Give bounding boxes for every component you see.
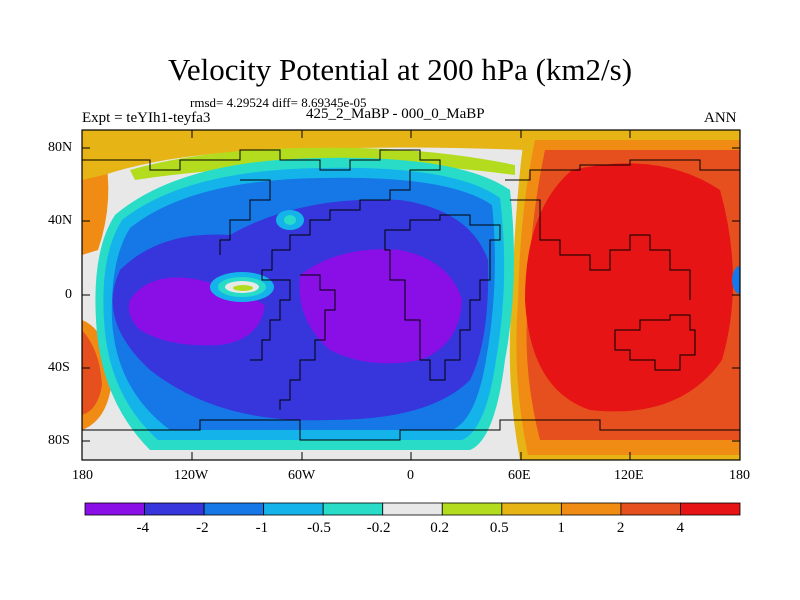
colorbar-swatch: [620, 502, 681, 516]
y-tick-label: 40S: [48, 360, 70, 375]
x-tick-label: 60E: [508, 468, 531, 483]
colorbar-swatch: [322, 502, 384, 516]
y-tick-label: 40N: [48, 213, 73, 228]
colorbar-label: 1: [557, 520, 565, 536]
x-tick-label: 120E: [614, 468, 644, 483]
x-tick-label: 180: [72, 468, 93, 483]
plot-title: Velocity Potential at 200 hPa (km2/s): [167, 52, 633, 87]
colorbar-swatch: [382, 502, 443, 516]
colorbar-swatch: [560, 502, 622, 516]
velocity-potential-field: [82, 130, 740, 460]
y-tick-label: 80N: [48, 140, 73, 155]
experiment-label: Expt = teYIh1-teyfa3: [82, 110, 211, 126]
colorbar: [84, 502, 741, 516]
colorbar-swatch: [84, 502, 145, 516]
colorbar-label: -0.5: [307, 520, 331, 536]
colorbar-label: 4: [676, 520, 684, 536]
season-label: ANN: [704, 110, 737, 126]
x-axis-ticks: [81, 130, 741, 460]
x-tick-label: 120W: [174, 468, 209, 483]
x-tick-label: 180: [729, 468, 750, 483]
colorbar-label: -1: [255, 520, 269, 536]
colorbar-label: 0.5: [489, 520, 509, 536]
colorbar-label: -2: [196, 520, 209, 536]
colorbar-label: -0.2: [366, 520, 391, 536]
x-tick-label: 60W: [288, 468, 316, 483]
colorbar-swatch: [501, 502, 562, 516]
colorbar-swatch: [680, 502, 741, 516]
colorbar-swatch: [144, 502, 205, 516]
y-tick-label: 80S: [48, 433, 70, 448]
y-axis-ticks: [82, 147, 740, 442]
colorbar-swatch: [203, 502, 265, 516]
y-tick-label: 0: [65, 287, 72, 302]
coastlines: [82, 149, 740, 441]
stats-label: rmsd= 4.29524 diff= 8.69345e-05: [190, 95, 367, 110]
period-label: 425_2_MaBP - 000_0_MaBP: [306, 106, 485, 122]
colorbar-swatch: [263, 502, 324, 516]
colorbar-swatch: [441, 502, 503, 516]
colorbar-label: -4: [136, 520, 150, 536]
x-tick-label: 0: [407, 468, 414, 483]
colorbar-label: 0.2: [430, 520, 450, 536]
colorbar-label: 2: [616, 520, 625, 536]
